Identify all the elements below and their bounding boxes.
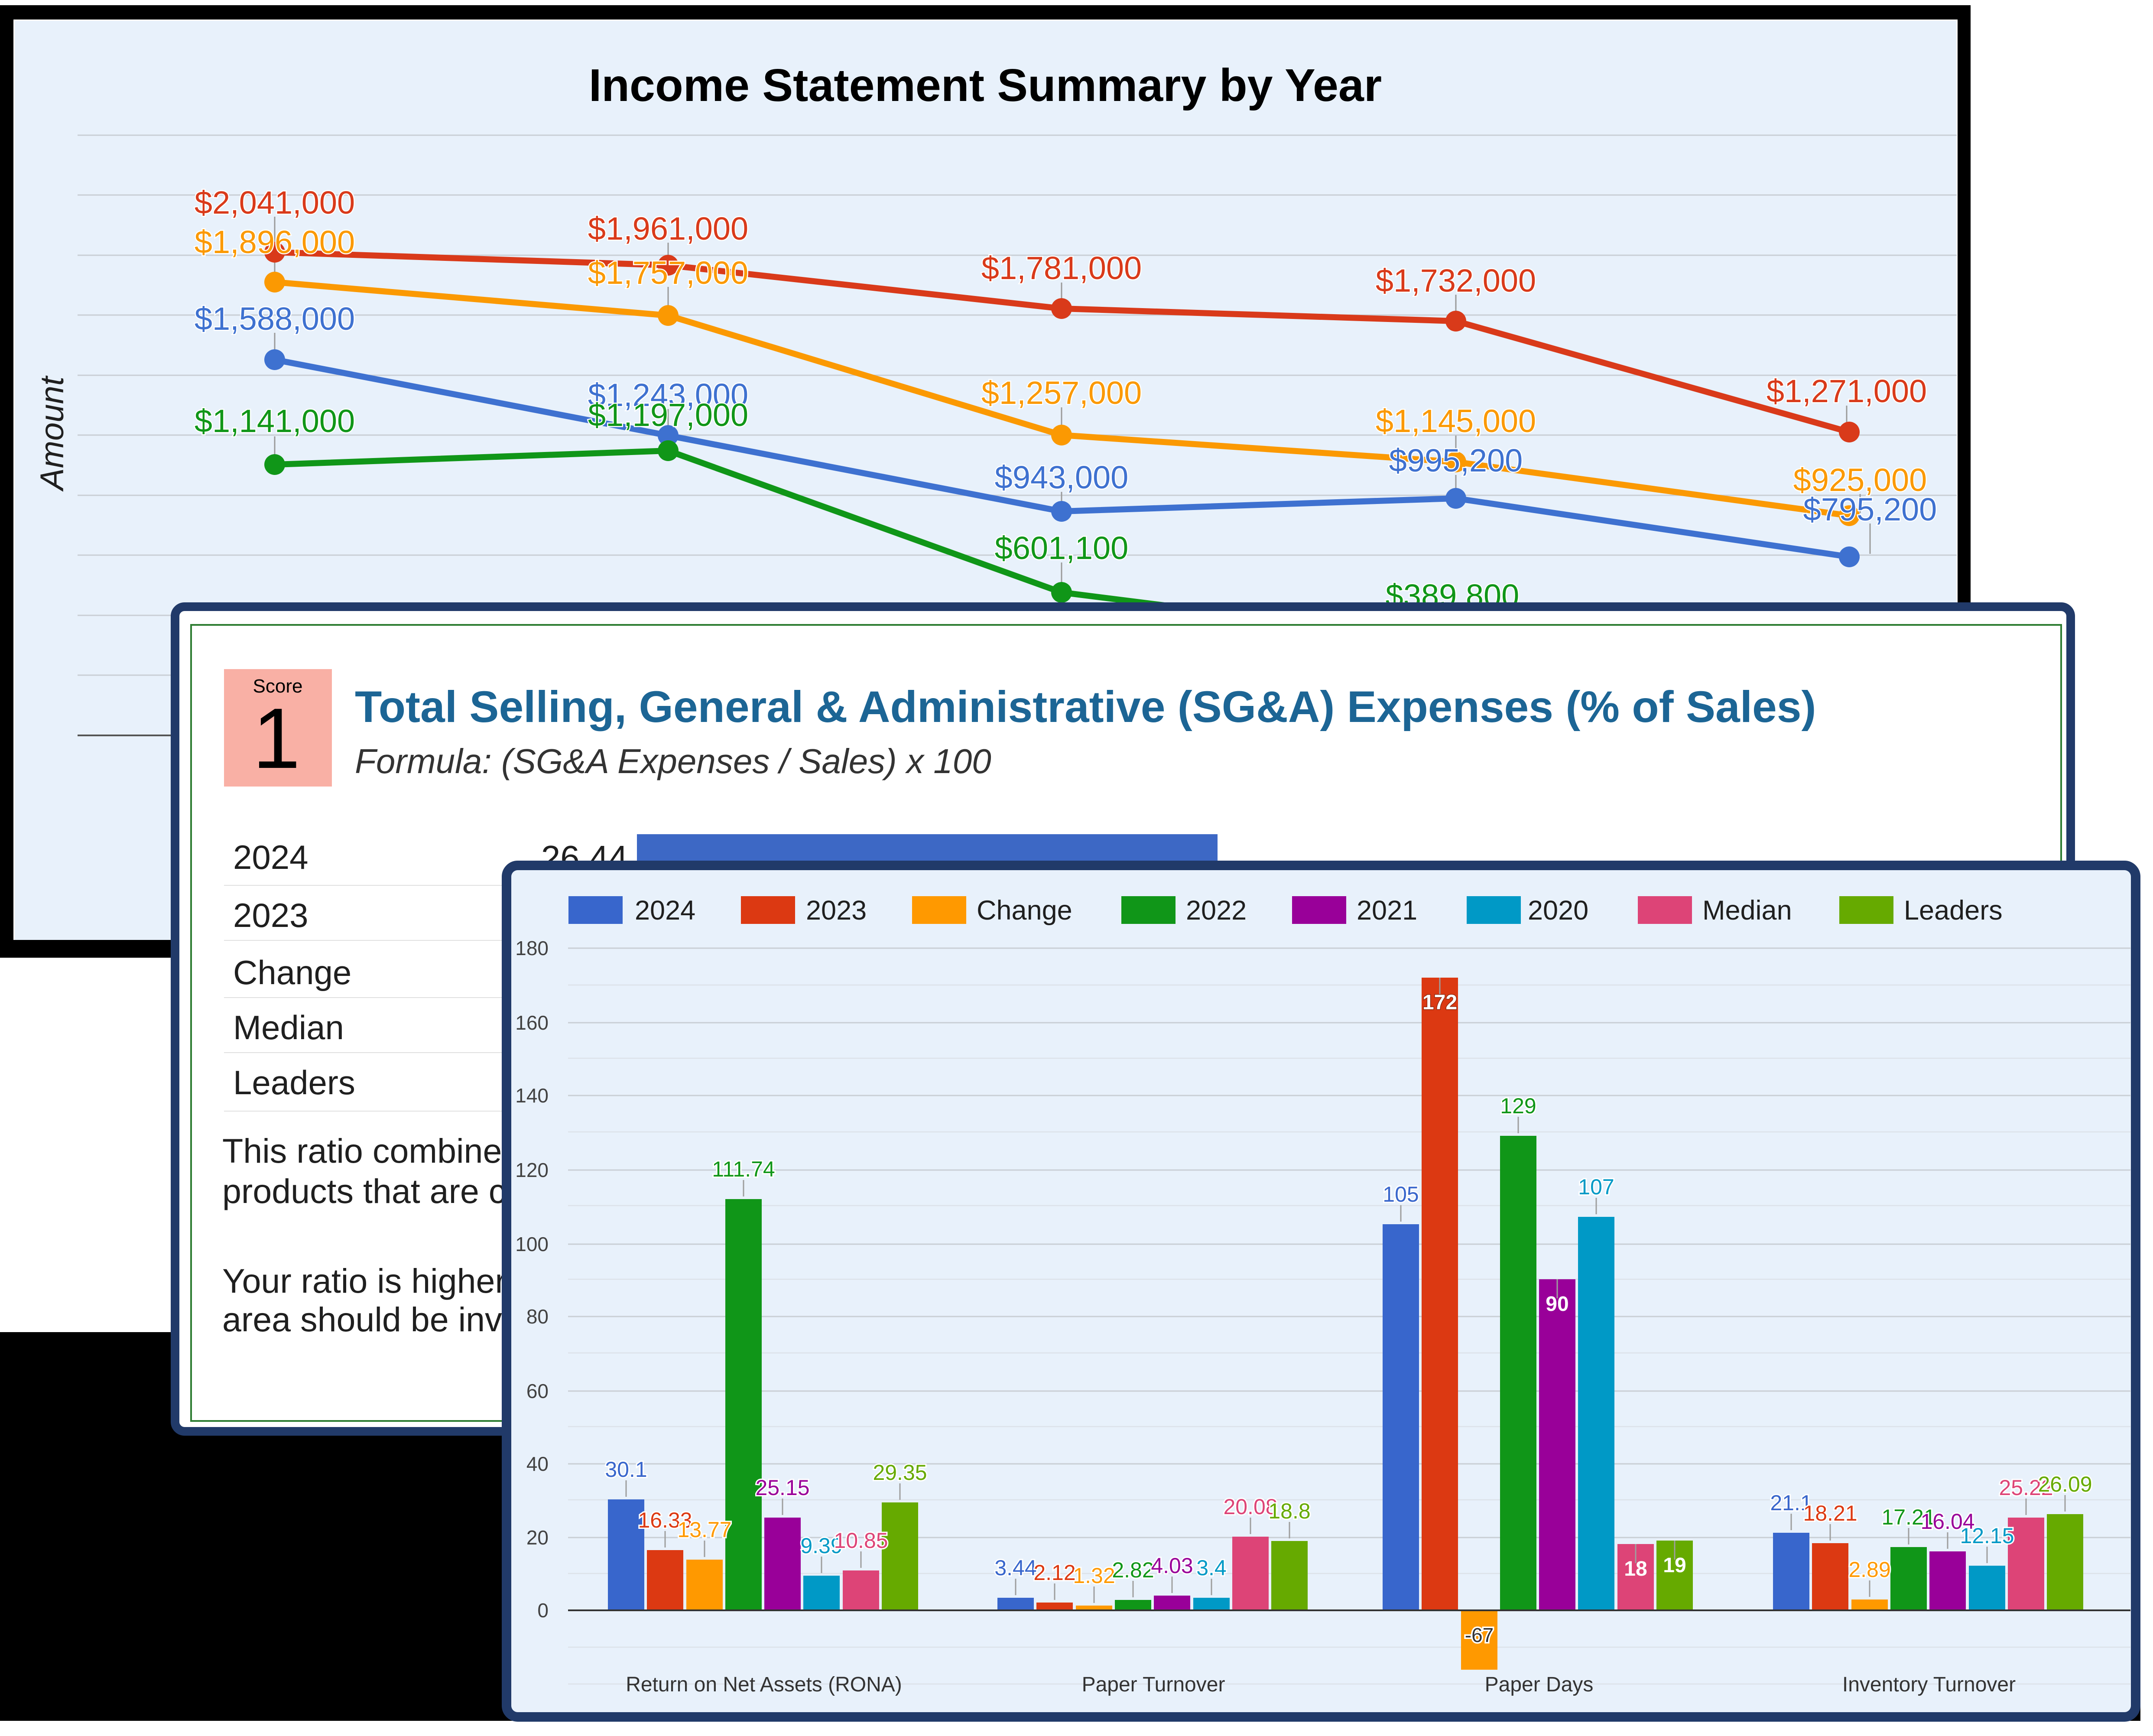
svg-text:Total Selling, General & Admin: Total Selling, General & Administrative …: [355, 682, 1816, 731]
svg-text:2.89: 2.89: [1848, 1557, 1890, 1582]
svg-text:3.4: 3.4: [1196, 1556, 1227, 1580]
svg-text:18.21: 18.21: [1803, 1501, 1857, 1525]
svg-text:3.44: 3.44: [994, 1556, 1036, 1580]
svg-text:10.85: 10.85: [834, 1528, 888, 1553]
svg-text:Leaders: Leaders: [1904, 895, 2003, 926]
svg-text:26.09: 26.09: [2038, 1472, 2092, 1496]
svg-text:Income Statement Summary by Ye: Income Statement Summary by Year: [589, 60, 1382, 111]
svg-text:Change: Change: [977, 895, 1072, 926]
svg-text:$1,732,000: $1,732,000: [1376, 263, 1536, 299]
svg-text:$943,000: $943,000: [995, 459, 1129, 495]
svg-text:1.32: 1.32: [1073, 1564, 1115, 1588]
svg-text:$1,757,000: $1,757,000: [588, 255, 748, 291]
svg-text:$795,200: $795,200: [1803, 491, 1937, 527]
svg-text:$1,588,000: $1,588,000: [195, 301, 355, 337]
svg-text:$1,197,000: $1,197,000: [588, 397, 748, 433]
svg-text:0: 0: [537, 1599, 549, 1622]
svg-text:172: 172: [1422, 991, 1457, 1014]
svg-text:18: 18: [1624, 1557, 1647, 1580]
svg-text:18.8: 18.8: [1268, 1499, 1310, 1523]
svg-text:17.21: 17.21: [1881, 1505, 1935, 1529]
svg-text:Paper Turnover: Paper Turnover: [1082, 1673, 1225, 1696]
svg-text:29.35: 29.35: [873, 1460, 927, 1485]
svg-text:2023: 2023: [806, 895, 867, 926]
svg-text:16.33: 16.33: [638, 1508, 692, 1532]
svg-text:$995,200: $995,200: [1389, 442, 1523, 478]
svg-text:19: 19: [1663, 1554, 1686, 1577]
svg-text:160: 160: [515, 1011, 549, 1034]
svg-text:$1,781,000: $1,781,000: [981, 250, 1142, 286]
svg-text:Change: Change: [233, 953, 351, 992]
svg-text:16.04: 16.04: [1920, 1509, 1974, 1534]
svg-text:30.1: 30.1: [605, 1457, 647, 1482]
svg-text:Median: Median: [1702, 895, 1792, 926]
svg-text:25.22: 25.22: [1999, 1476, 2053, 1500]
svg-text:105: 105: [1383, 1182, 1419, 1206]
svg-text:60: 60: [526, 1380, 549, 1402]
svg-text:$1,145,000: $1,145,000: [1376, 403, 1536, 439]
svg-text:Inventory Turnover: Inventory Turnover: [1842, 1673, 2016, 1696]
svg-text:20: 20: [526, 1526, 549, 1549]
svg-text:9.39: 9.39: [800, 1534, 842, 1558]
svg-text:129: 129: [1500, 1094, 1536, 1118]
svg-text:-67: -67: [1465, 1624, 1494, 1646]
svg-text:2020: 2020: [1528, 895, 1588, 926]
svg-text:40: 40: [526, 1453, 549, 1475]
svg-text:$925,000: $925,000: [1793, 462, 1927, 498]
svg-text:$1,961,000: $1,961,000: [588, 211, 748, 247]
svg-text:$1,141,000: $1,141,000: [195, 403, 355, 439]
svg-text:1: 1: [253, 690, 300, 786]
svg-text:2.82: 2.82: [1112, 1558, 1154, 1582]
svg-text:20.08: 20.08: [1223, 1495, 1277, 1519]
svg-text:90: 90: [1546, 1293, 1568, 1316]
svg-text:Return on Net Assets (RONA): Return on Net Assets (RONA): [626, 1673, 902, 1696]
svg-text:13.77: 13.77: [677, 1518, 731, 1542]
svg-text:2024: 2024: [635, 895, 695, 926]
svg-text:4.03: 4.03: [1151, 1554, 1193, 1578]
svg-text:2024: 2024: [233, 838, 308, 876]
svg-text:$1,271,000: $1,271,000: [1767, 373, 1927, 409]
svg-text:2022: 2022: [1186, 895, 1247, 926]
svg-text:Formula: (SG&A Expenses / Sale: Formula: (SG&A Expenses / Sales) x 100: [355, 742, 991, 780]
svg-text:120: 120: [515, 1159, 549, 1181]
svg-text:21.1: 21.1: [1770, 1491, 1812, 1515]
svg-text:Amount: Amount: [34, 375, 71, 492]
svg-text:$601,100: $601,100: [995, 530, 1129, 566]
svg-text:Score: Score: [253, 676, 303, 697]
svg-text:111.74: 111.74: [712, 1157, 775, 1181]
svg-text:$2,041,000: $2,041,000: [195, 185, 355, 221]
svg-text:2021: 2021: [1357, 895, 1417, 926]
svg-text:80: 80: [526, 1305, 549, 1328]
svg-text:Paper Days: Paper Days: [1485, 1673, 1594, 1696]
svg-text:$1,896,000: $1,896,000: [195, 224, 355, 260]
svg-text:$1,243,000: $1,243,000: [588, 377, 748, 413]
svg-text:107: 107: [1578, 1175, 1614, 1199]
svg-text:140: 140: [515, 1084, 549, 1107]
svg-text:12.15: 12.15: [1960, 1524, 2014, 1548]
svg-text:$1,257,000: $1,257,000: [981, 375, 1142, 411]
svg-text:2.12: 2.12: [1033, 1560, 1075, 1585]
svg-text:2023: 2023: [233, 896, 308, 934]
svg-text:25.15: 25.15: [755, 1476, 809, 1500]
svg-text:100: 100: [515, 1233, 549, 1255]
svg-text:Median: Median: [233, 1008, 344, 1047]
svg-text:Leaders: Leaders: [233, 1063, 355, 1102]
svg-text:180: 180: [515, 937, 549, 959]
